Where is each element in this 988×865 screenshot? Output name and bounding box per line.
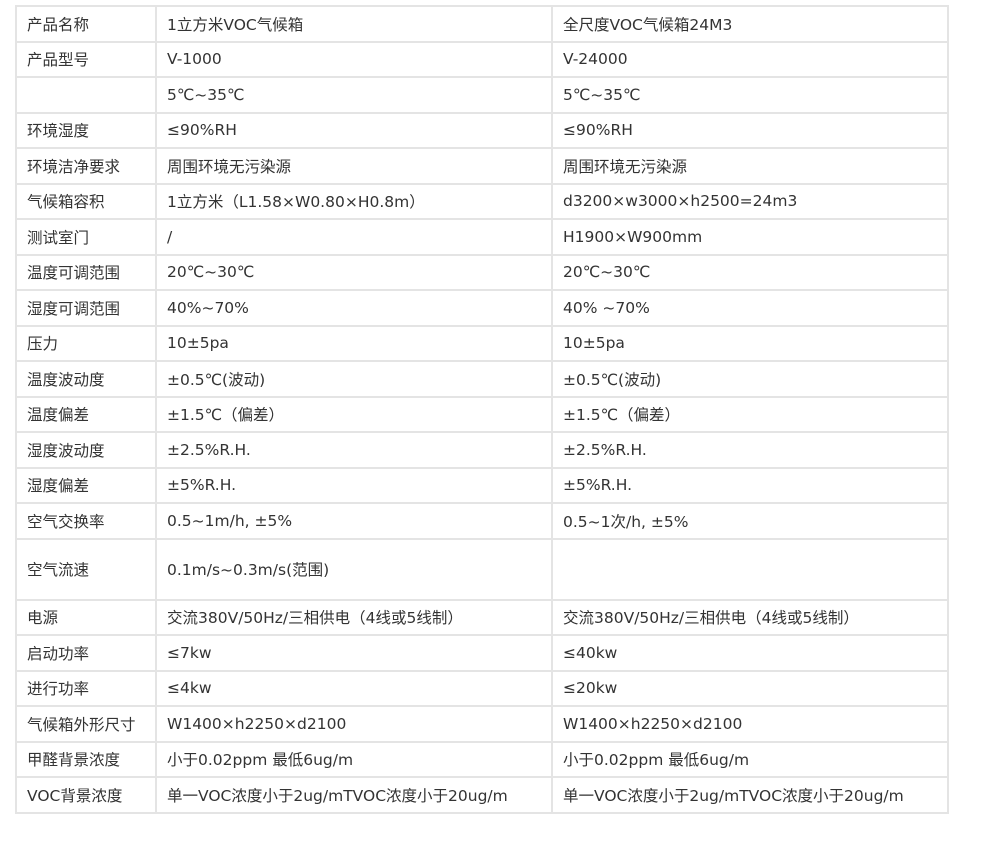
cell: W1400×h2250×d2100 bbox=[155, 705, 553, 743]
cell: 0.5~1次/h, ±5% bbox=[551, 502, 949, 540]
cell: ±0.5℃(波动) bbox=[155, 360, 553, 398]
cell: V-1000 bbox=[155, 40, 553, 78]
table-row: 环境湿度 ≤90%RH ≤90%RH bbox=[15, 111, 949, 149]
table-row: 电源 交流380V/50Hz/三相供电（4线或5线制） 交流380V/50Hz/三相… bbox=[15, 598, 949, 636]
cell: 全尺度VOC气候箱24M3 bbox=[551, 5, 949, 43]
table-row: 气候箱容积 1立方米（L1.58×W0.80×H0.8m） d3200×w3000×… bbox=[15, 182, 949, 220]
row-label: 空气交换率 bbox=[15, 502, 157, 540]
row-label: 进行功率 bbox=[15, 669, 157, 707]
cell: 单一VOC浓度小于2ug/mTVOC浓度小于20ug/m bbox=[155, 776, 553, 814]
table-row: 5℃~35℃ 5℃~35℃ bbox=[15, 76, 949, 114]
table-row: 产品型号 V-1000 V-24000 bbox=[15, 40, 949, 78]
table-row: 湿度偏差 ±5%R.H. ±5%R.H. bbox=[15, 466, 949, 504]
table-row: 空气交换率 0.5~1m/h, ±5% 0.5~1次/h, ±5% bbox=[15, 502, 949, 540]
row-label: 湿度波动度 bbox=[15, 431, 157, 469]
cell: ±5%R.H. bbox=[155, 466, 553, 504]
row-label: 温度可调范围 bbox=[15, 253, 157, 291]
cell: H1900×W900mm bbox=[551, 218, 949, 256]
table-row: VOC背景浓度 单一VOC浓度小于2ug/mTVOC浓度小于20ug/m 单一VOC… bbox=[15, 776, 949, 814]
table-row: 进行功率 ≤4kw ≤20kw bbox=[15, 669, 949, 707]
row-label: 气候箱外形尺寸 bbox=[15, 705, 157, 743]
cell: ±1.5℃（偏差） bbox=[155, 395, 553, 433]
cell: 20℃~30℃ bbox=[551, 253, 949, 291]
table-row: 温度波动度 ±0.5℃(波动) ±0.5℃(波动) bbox=[15, 360, 949, 398]
row-label: 启动功率 bbox=[15, 634, 157, 672]
row-label: 产品名称 bbox=[15, 5, 157, 43]
table-row: 湿度波动度 ±2.5%R.H. ±2.5%R.H. bbox=[15, 431, 949, 469]
cell: 0.5~1m/h, ±5% bbox=[155, 502, 553, 540]
cell: 20℃~30℃ bbox=[155, 253, 553, 291]
cell: ≤90%RH bbox=[155, 111, 553, 149]
row-label: 产品型号 bbox=[15, 40, 157, 78]
table-row: 压力 10±5pa 10±5pa bbox=[15, 324, 949, 362]
cell: ≤40kw bbox=[551, 634, 949, 672]
table-row: 产品名称 1立方米VOC气候箱 全尺度VOC气候箱24M3 bbox=[15, 5, 949, 43]
cell: 小于0.02ppm 最低6ug/m bbox=[155, 740, 553, 778]
cell: ±5%R.H. bbox=[551, 466, 949, 504]
cell: / bbox=[155, 218, 553, 256]
row-label: 电源 bbox=[15, 598, 157, 636]
row-label: VOC背景浓度 bbox=[15, 776, 157, 814]
row-label: 测试室门 bbox=[15, 218, 157, 256]
table-row: 湿度可调范围 40%~70% 40% ~70% bbox=[15, 289, 949, 327]
cell: 0.1m/s~0.3m/s(范围) bbox=[155, 537, 553, 601]
row-label: 温度波动度 bbox=[15, 360, 157, 398]
cell: d3200×w3000×h2500=24m3 bbox=[551, 182, 949, 220]
cell: 单一VOC浓度小于2ug/mTVOC浓度小于20ug/m bbox=[551, 776, 949, 814]
cell bbox=[551, 537, 949, 601]
cell: ±0.5℃(波动) bbox=[551, 360, 949, 398]
table-row: 气候箱外形尺寸 W1400×h2250×d2100 W1400×h2250×d210… bbox=[15, 705, 949, 743]
cell: 10±5pa bbox=[551, 324, 949, 362]
table-row: 测试室门 / H1900×W900mm bbox=[15, 218, 949, 256]
cell: 周围环境无污染源 bbox=[551, 147, 949, 185]
cell: ≤20kw bbox=[551, 669, 949, 707]
row-label: 环境湿度 bbox=[15, 111, 157, 149]
row-label: 空气流速 bbox=[15, 537, 157, 601]
cell: V-24000 bbox=[551, 40, 949, 78]
row-label: 环境洁净要求 bbox=[15, 147, 157, 185]
cell: 交流380V/50Hz/三相供电（4线或5线制） bbox=[551, 598, 949, 636]
cell: ±2.5%R.H. bbox=[551, 431, 949, 469]
cell: ≤90%RH bbox=[551, 111, 949, 149]
row-label: 甲醛背景浓度 bbox=[15, 740, 157, 778]
cell: 1立方米VOC气候箱 bbox=[155, 5, 553, 43]
table-row: 启动功率 ≤7kw ≤40kw bbox=[15, 634, 949, 672]
table-row: 温度可调范围 20℃~30℃ 20℃~30℃ bbox=[15, 253, 949, 291]
row-label: 气候箱容积 bbox=[15, 182, 157, 220]
cell: 周围环境无污染源 bbox=[155, 147, 553, 185]
cell: ±2.5%R.H. bbox=[155, 431, 553, 469]
spec-table: 产品名称 1立方米VOC气候箱 全尺度VOC气候箱24M3 产品型号 V-1000 V-2… bbox=[15, 5, 949, 814]
table-row: 甲醛背景浓度 小于0.02ppm 最低6ug/m 小于0.02ppm 最低6ug/m bbox=[15, 740, 949, 778]
cell: 10±5pa bbox=[155, 324, 553, 362]
table-row: 温度偏差 ±1.5℃（偏差） ±1.5℃（偏差） bbox=[15, 395, 949, 433]
row-label: 温度偏差 bbox=[15, 395, 157, 433]
cell: 40% ~70% bbox=[551, 289, 949, 327]
cell: ≤7kw bbox=[155, 634, 553, 672]
cell: ±1.5℃（偏差） bbox=[551, 395, 949, 433]
cell: 交流380V/50Hz/三相供电（4线或5线制） bbox=[155, 598, 553, 636]
table-row: 空气流速 0.1m/s~0.3m/s(范围) bbox=[15, 537, 949, 601]
cell: W1400×h2250×d2100 bbox=[551, 705, 949, 743]
cell: 5℃~35℃ bbox=[551, 76, 949, 114]
cell: 1立方米（L1.58×W0.80×H0.8m） bbox=[155, 182, 553, 220]
row-label: 压力 bbox=[15, 324, 157, 362]
row-label bbox=[15, 76, 157, 114]
table-row: 环境洁净要求 周围环境无污染源 周围环境无污染源 bbox=[15, 147, 949, 185]
cell: ≤4kw bbox=[155, 669, 553, 707]
cell: 小于0.02ppm 最低6ug/m bbox=[551, 740, 949, 778]
cell: 40%~70% bbox=[155, 289, 553, 327]
row-label: 湿度可调范围 bbox=[15, 289, 157, 327]
cell: 5℃~35℃ bbox=[155, 76, 553, 114]
row-label: 湿度偏差 bbox=[15, 466, 157, 504]
